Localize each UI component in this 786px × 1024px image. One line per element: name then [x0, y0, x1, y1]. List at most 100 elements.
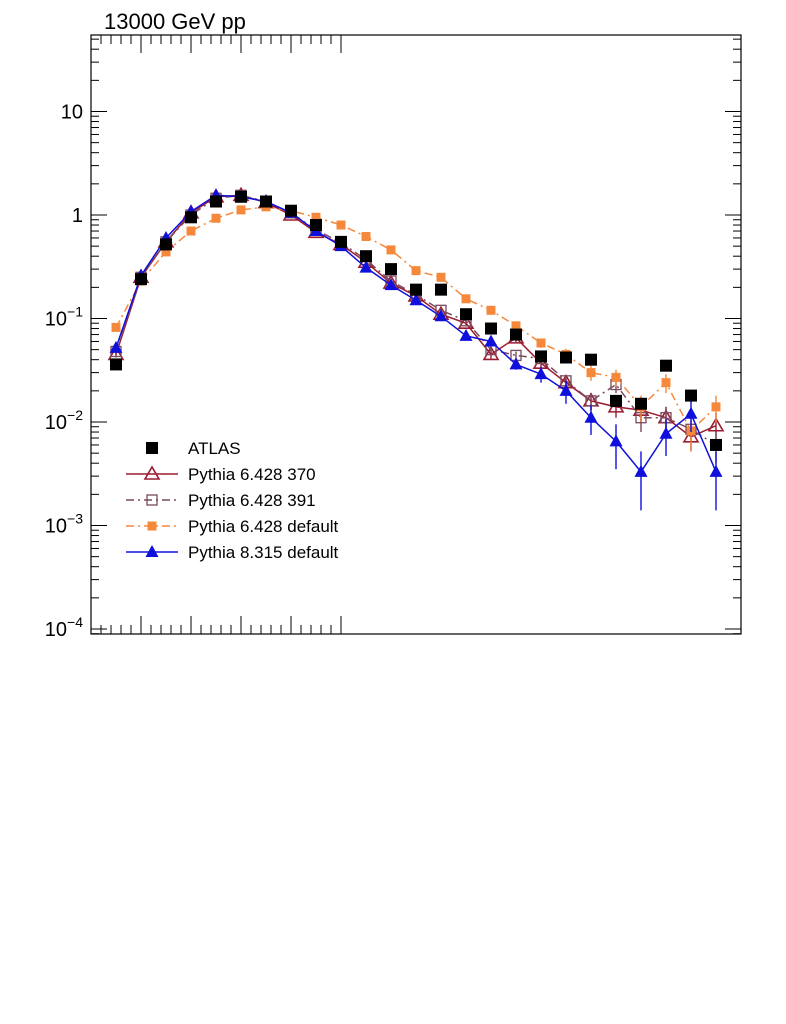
data-point — [457, 314, 475, 330]
data-point — [109, 340, 123, 353]
legend-entry: Pythia 8.315 default — [126, 543, 339, 562]
legend-label: ATLAS — [188, 439, 241, 458]
data-point — [361, 231, 371, 241]
series-layer — [107, 186, 725, 511]
data-point — [409, 293, 423, 306]
data-point — [360, 250, 372, 263]
data-point — [435, 283, 447, 296]
data-point — [235, 190, 247, 203]
data-point — [146, 494, 158, 506]
y-tick-label: 1 — [72, 205, 83, 227]
data-point — [585, 353, 597, 366]
y-tick-label-base: 10 — [45, 619, 67, 641]
data-point — [659, 426, 673, 439]
legend-entry: ATLAS — [146, 439, 241, 458]
data-point — [211, 213, 221, 223]
data-point — [511, 321, 521, 331]
legend-entry: Pythia 6.428 default — [126, 517, 339, 536]
data-point — [610, 394, 622, 407]
data-point — [711, 402, 721, 412]
y-tick-label-base: 10 — [45, 309, 67, 331]
series-pythia-6-428-default — [111, 202, 721, 452]
data-point — [634, 464, 648, 477]
data-point — [510, 328, 522, 341]
data-point — [111, 322, 121, 332]
data-point — [635, 397, 647, 410]
y-tick-label-exponent: −1 — [67, 304, 83, 320]
series-pythia-6-428-370 — [107, 186, 725, 452]
data-point — [485, 322, 497, 335]
series-pythia-8-315-default — [109, 188, 723, 511]
series-line — [115, 194, 717, 438]
data-point — [160, 238, 172, 251]
series-atlas — [110, 190, 722, 451]
data-point — [611, 372, 621, 382]
series-pythia-6-428-391 — [110, 189, 722, 464]
data-point — [559, 383, 573, 396]
data-point — [461, 294, 471, 304]
legend-entry: Pythia 6.428 370 — [126, 465, 316, 484]
legend-label: Pythia 6.428 default — [188, 517, 339, 536]
data-point — [535, 350, 547, 363]
data-point — [660, 359, 672, 372]
data-point — [359, 260, 373, 273]
data-point — [709, 464, 723, 477]
legend: ATLAS Pythia 6.428 370 Pythia 6.428 391 Pyt… — [126, 439, 339, 562]
data-point — [509, 357, 523, 370]
chart-title: 13000 GeV pp — [104, 9, 246, 34]
y-tick-label-base: 10 — [45, 412, 67, 434]
data-point — [534, 367, 548, 380]
data-point — [146, 442, 158, 454]
data-point — [236, 205, 246, 215]
y-tick-label-base: 10 — [45, 516, 67, 538]
data-point — [710, 438, 722, 451]
data-point — [147, 521, 157, 531]
data-point — [110, 358, 122, 371]
data-point — [145, 545, 159, 557]
data-point — [336, 220, 346, 230]
legend-label: Pythia 6.428 391 — [188, 491, 316, 510]
data-point — [143, 465, 161, 480]
data-point — [335, 235, 347, 248]
data-point — [410, 283, 422, 296]
data-point — [584, 410, 598, 423]
series-line — [115, 194, 717, 474]
data-point — [684, 406, 698, 419]
data-point — [386, 245, 396, 255]
data-point — [661, 378, 671, 388]
data-point — [310, 219, 322, 232]
data-point — [560, 351, 572, 364]
data-point — [285, 204, 297, 217]
legend-label: Pythia 8.315 default — [188, 543, 339, 562]
data-point — [384, 278, 398, 291]
data-point — [459, 328, 473, 341]
data-point — [185, 211, 197, 224]
data-point — [385, 263, 397, 276]
y-tick-label-exponent: −2 — [67, 407, 83, 423]
legend-entry: Pythia 6.428 391 — [126, 491, 316, 510]
data-point — [486, 305, 496, 315]
data-point — [135, 273, 147, 286]
data-point — [685, 389, 697, 402]
data-point — [436, 272, 446, 282]
y-tick-label-exponent: −4 — [67, 614, 83, 630]
y-tick-label: 10−3 — [45, 511, 83, 538]
data-point — [434, 309, 448, 322]
legend-label: Pythia 6.428 370 — [188, 465, 316, 484]
data-point — [586, 368, 596, 378]
data-point — [411, 266, 421, 276]
data-point — [609, 434, 623, 447]
y-tick-label: 10 — [61, 102, 83, 124]
data-point — [484, 334, 498, 347]
data-point — [536, 338, 546, 348]
data-point — [161, 247, 171, 257]
y-tick-label: 10−1 — [45, 304, 83, 331]
y-tick-label: 10−2 — [45, 407, 83, 434]
data-point — [707, 417, 725, 432]
data-point — [311, 212, 321, 222]
y-tick-label: 10−4 — [45, 614, 83, 641]
data-point — [210, 195, 222, 208]
y-tick-label-exponent: −3 — [67, 511, 83, 527]
